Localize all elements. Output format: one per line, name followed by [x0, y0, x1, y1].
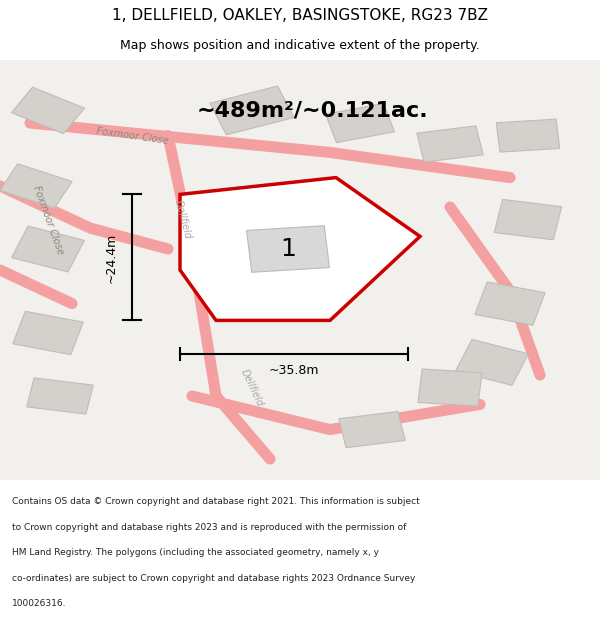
Text: to Crown copyright and database rights 2023 and is reproduced with the permissio: to Crown copyright and database rights 2…	[12, 522, 406, 532]
Polygon shape	[0, 164, 72, 208]
Text: Dellfield: Dellfield	[173, 199, 193, 240]
Text: HM Land Registry. The polygons (including the associated geometry, namely x, y: HM Land Registry. The polygons (includin…	[12, 548, 379, 557]
Polygon shape	[475, 282, 545, 325]
Polygon shape	[455, 339, 529, 386]
Polygon shape	[27, 378, 93, 414]
Polygon shape	[11, 87, 85, 134]
Text: Map shows position and indicative extent of the property.: Map shows position and indicative extent…	[120, 39, 480, 51]
Text: Foxmoor Close: Foxmoor Close	[31, 184, 65, 256]
Text: 100026316.: 100026316.	[12, 599, 67, 608]
Polygon shape	[418, 369, 482, 406]
Text: 1: 1	[280, 237, 296, 261]
Text: ~24.4m: ~24.4m	[104, 232, 118, 282]
Polygon shape	[13, 311, 83, 354]
Polygon shape	[11, 226, 85, 272]
Polygon shape	[496, 119, 560, 152]
Text: Foxmoor Close: Foxmoor Close	[95, 126, 169, 146]
Text: Dellfield: Dellfield	[239, 368, 265, 408]
Polygon shape	[339, 411, 405, 447]
Text: co-ordinates) are subject to Crown copyright and database rights 2023 Ordnance S: co-ordinates) are subject to Crown copyr…	[12, 574, 415, 582]
Text: ~35.8m: ~35.8m	[269, 364, 319, 378]
Polygon shape	[494, 199, 562, 240]
Text: 1, DELLFIELD, OAKLEY, BASINGSTOKE, RG23 7BZ: 1, DELLFIELD, OAKLEY, BASINGSTOKE, RG23 …	[112, 8, 488, 22]
Polygon shape	[247, 226, 329, 272]
Polygon shape	[326, 103, 394, 142]
Polygon shape	[210, 86, 294, 135]
Polygon shape	[417, 126, 483, 162]
Text: ~489m²/~0.121ac.: ~489m²/~0.121ac.	[196, 101, 428, 121]
Polygon shape	[180, 177, 420, 321]
Text: Contains OS data © Crown copyright and database right 2021. This information is : Contains OS data © Crown copyright and d…	[12, 498, 420, 506]
